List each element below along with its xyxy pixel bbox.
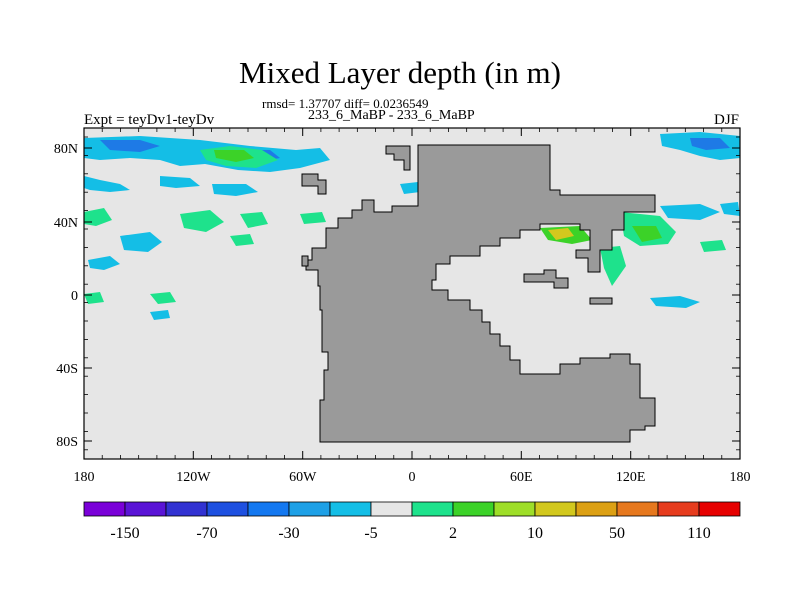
lon-tick-label: 180 <box>730 470 751 485</box>
colorbar-swatch <box>452 501 495 517</box>
lon-tick-label: 60E <box>510 470 533 485</box>
lat-tick-label: 80S <box>56 435 78 450</box>
colorbar-swatch <box>657 501 700 517</box>
colorbar-swatch <box>575 501 618 517</box>
season-label: DJF <box>713 112 739 128</box>
colorbar-swatch <box>206 501 249 517</box>
lat-tick-label: 0 <box>71 289 78 304</box>
colorbar: -150 -70 -30 -5 2 10 50 110 <box>83 501 741 542</box>
stats-label: rmsd= 1.37707 diff= 0.0236549 <box>262 96 429 111</box>
lon-tick-label: 180 <box>74 470 95 485</box>
experiment-label: Expt = teyDv1-teyDv <box>84 112 215 128</box>
colorbar-label: -5 <box>364 525 377 542</box>
colorbar-label: 50 <box>609 525 625 542</box>
land-mass <box>301 144 656 443</box>
colorbar-swatch <box>329 501 372 517</box>
colorbar-label: -70 <box>196 525 217 542</box>
anomaly-patches-yellow <box>548 228 574 240</box>
lon-tick-label: 120W <box>176 470 211 485</box>
lon-tick-label: 60W <box>289 470 317 485</box>
colorbar-swatch <box>288 501 331 517</box>
colorbar-swatch <box>124 501 167 517</box>
colorbar-swatch <box>616 501 659 517</box>
experiment-subtitle: 233_6_MaBP - 233_6_MaBP <box>308 108 475 123</box>
colorbar-label: 10 <box>527 525 543 542</box>
colorbar-label: 110 <box>687 525 710 542</box>
map-axes: 80N 40N 0 40S 80S 180 120W 60W 0 60E 120E 180 <box>54 128 751 485</box>
colorbar-swatch <box>493 501 536 517</box>
colorbar-label: -30 <box>278 525 299 542</box>
lat-tick-label: 40S <box>56 362 78 377</box>
colorbar-swatch <box>534 501 577 517</box>
lat-tick-label: 40N <box>54 216 78 231</box>
colorbar-swatch <box>698 501 741 517</box>
colorbar-label: 2 <box>449 525 457 542</box>
colorbar-swatch <box>165 501 208 517</box>
colorbar-swatch <box>370 501 413 517</box>
plot-title: Mixed Layer depth (in m) <box>239 55 561 90</box>
lon-tick-label: 0 <box>409 470 416 485</box>
colorbar-swatch <box>83 501 126 517</box>
colorbar-swatch <box>411 501 454 517</box>
colorbar-swatch <box>247 501 290 517</box>
lat-tick-label: 80N <box>54 142 78 157</box>
lon-tick-label: 120E <box>616 470 646 485</box>
colorbar-label: -150 <box>110 525 139 542</box>
